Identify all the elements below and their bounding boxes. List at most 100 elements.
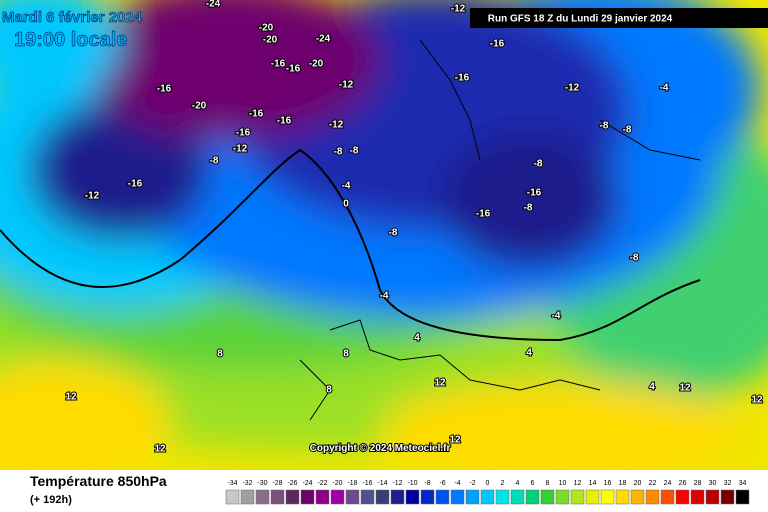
legend-swatch	[600, 489, 615, 505]
contour-label: 12	[434, 378, 446, 389]
legend-tick-label: 28	[694, 480, 702, 487]
contour-label: -12	[85, 191, 100, 202]
legend-tick-label: -30	[257, 480, 267, 487]
contour-label: -16	[236, 128, 251, 139]
legend-swatch	[555, 489, 570, 505]
contour-label: -8	[334, 147, 343, 158]
contour-label: -8	[600, 121, 609, 132]
contour-labels: -24-20-20 -24-16 -16 -20-16-20-16-16-12-8-1…	[64, 0, 764, 456]
contour-label: -8	[350, 146, 359, 157]
legend-tick-label: -10	[407, 480, 417, 487]
legend-swatch	[270, 489, 285, 505]
legend-tick-label: 18	[619, 480, 627, 487]
legend-tick-label: -12	[392, 480, 402, 487]
contour-label: -16	[128, 179, 143, 190]
legend-tick-label: 16	[604, 480, 612, 487]
legend-tick-label: 32	[724, 480, 732, 487]
contour-label: -16	[277, 116, 292, 127]
legend-swatch	[225, 489, 240, 505]
legend-swatch	[375, 489, 390, 505]
contour-label: 12	[679, 383, 691, 394]
legend-tick-label: -20	[332, 480, 342, 487]
legend-swatch	[435, 489, 450, 505]
contour-label: 12	[449, 435, 461, 446]
legend-tick-label: 26	[679, 480, 687, 487]
contour-label: 12	[154, 444, 166, 455]
legend-swatch	[570, 489, 585, 505]
contour-label: -16	[476, 209, 491, 220]
legend-swatch	[495, 489, 510, 505]
legend-tick-label: -18	[347, 480, 357, 487]
contour-label: 12	[65, 392, 77, 403]
contour-label: 4	[526, 348, 532, 359]
legend-swatch	[420, 489, 435, 505]
contour-label: 4	[649, 382, 655, 393]
contour-label: -20	[192, 101, 207, 112]
contour-label: 8	[217, 349, 223, 360]
footer-title: Température 850hPa	[30, 473, 167, 489]
contour-label: -16	[157, 84, 172, 95]
footer-lead: (+ 192h)	[30, 494, 72, 506]
legend-swatch	[675, 489, 690, 505]
map-time: 19:00 locale	[14, 29, 127, 51]
legend-tick-label: -24	[302, 480, 312, 487]
legend-tick-label: 30	[709, 480, 717, 487]
legend-swatch	[405, 489, 420, 505]
legend-swatch	[630, 489, 645, 505]
legend-swatch	[480, 489, 495, 505]
legend-swatch	[345, 489, 360, 505]
legend-swatch	[330, 489, 345, 505]
legend-swatch	[390, 489, 405, 505]
legend-swatch	[615, 489, 630, 505]
legend-swatch	[315, 489, 330, 505]
contour-label: 8	[326, 385, 332, 396]
legend-tick-label: -4	[454, 480, 460, 487]
contour-label: -4	[380, 291, 389, 302]
legend-swatch	[720, 489, 735, 505]
legend-tick-label: -16	[362, 480, 372, 487]
legend-tick-label: 24	[664, 480, 672, 487]
legend-tick-label: -22	[317, 480, 327, 487]
run-info: Run GFS 18 Z du Lundi 29 janvier 2024	[488, 14, 673, 25]
coastline	[299, 39, 701, 421]
legend-tick-label: -2	[469, 480, 475, 487]
legend-swatch	[540, 489, 555, 505]
contour-label: -16	[249, 109, 264, 120]
legend-swatch	[510, 489, 525, 505]
contour-label: -4	[660, 83, 669, 94]
contour-label: -8	[623, 125, 632, 136]
zero-isotherm	[0, 148, 701, 342]
legend-tick-label: 8	[546, 480, 550, 487]
legend-tick-label: 20	[634, 480, 642, 487]
legend-swatch	[360, 489, 375, 505]
legend-swatch	[585, 489, 600, 505]
contour-label: -8	[210, 156, 219, 167]
legend-tick-label: -8	[424, 480, 430, 487]
legend-tick-label: -28	[272, 480, 282, 487]
contour-label: -16	[455, 73, 470, 84]
legend-tick-label: -26	[287, 480, 297, 487]
contour-label: -24	[206, 0, 221, 10]
contour-label: -16	[490, 39, 505, 50]
contour-label: -4	[342, 181, 351, 192]
contour-label: -8	[534, 159, 543, 170]
legend-tick-label: -34	[227, 480, 237, 487]
contour-label: -8	[524, 203, 533, 214]
legend-tick-label: 4	[516, 480, 520, 487]
contour-label: 0	[343, 199, 349, 210]
legend-tick-label: -6	[439, 480, 445, 487]
contour-label: -12	[233, 144, 248, 155]
contour-label: -20	[263, 35, 278, 46]
legend-swatch	[465, 489, 480, 505]
legend-tick-label: 0	[486, 480, 490, 487]
contour-label: 4	[414, 333, 420, 344]
legend-tick-label: 14	[589, 480, 597, 487]
contour-label: -20	[259, 23, 274, 34]
contour-label: -16	[286, 64, 301, 75]
contour-label: 12	[751, 395, 763, 406]
contour-label: 8	[343, 349, 349, 360]
contour-label: -12	[565, 83, 580, 94]
run-banner	[470, 8, 768, 28]
map-date: Mardi 6 février 2024	[2, 9, 143, 26]
